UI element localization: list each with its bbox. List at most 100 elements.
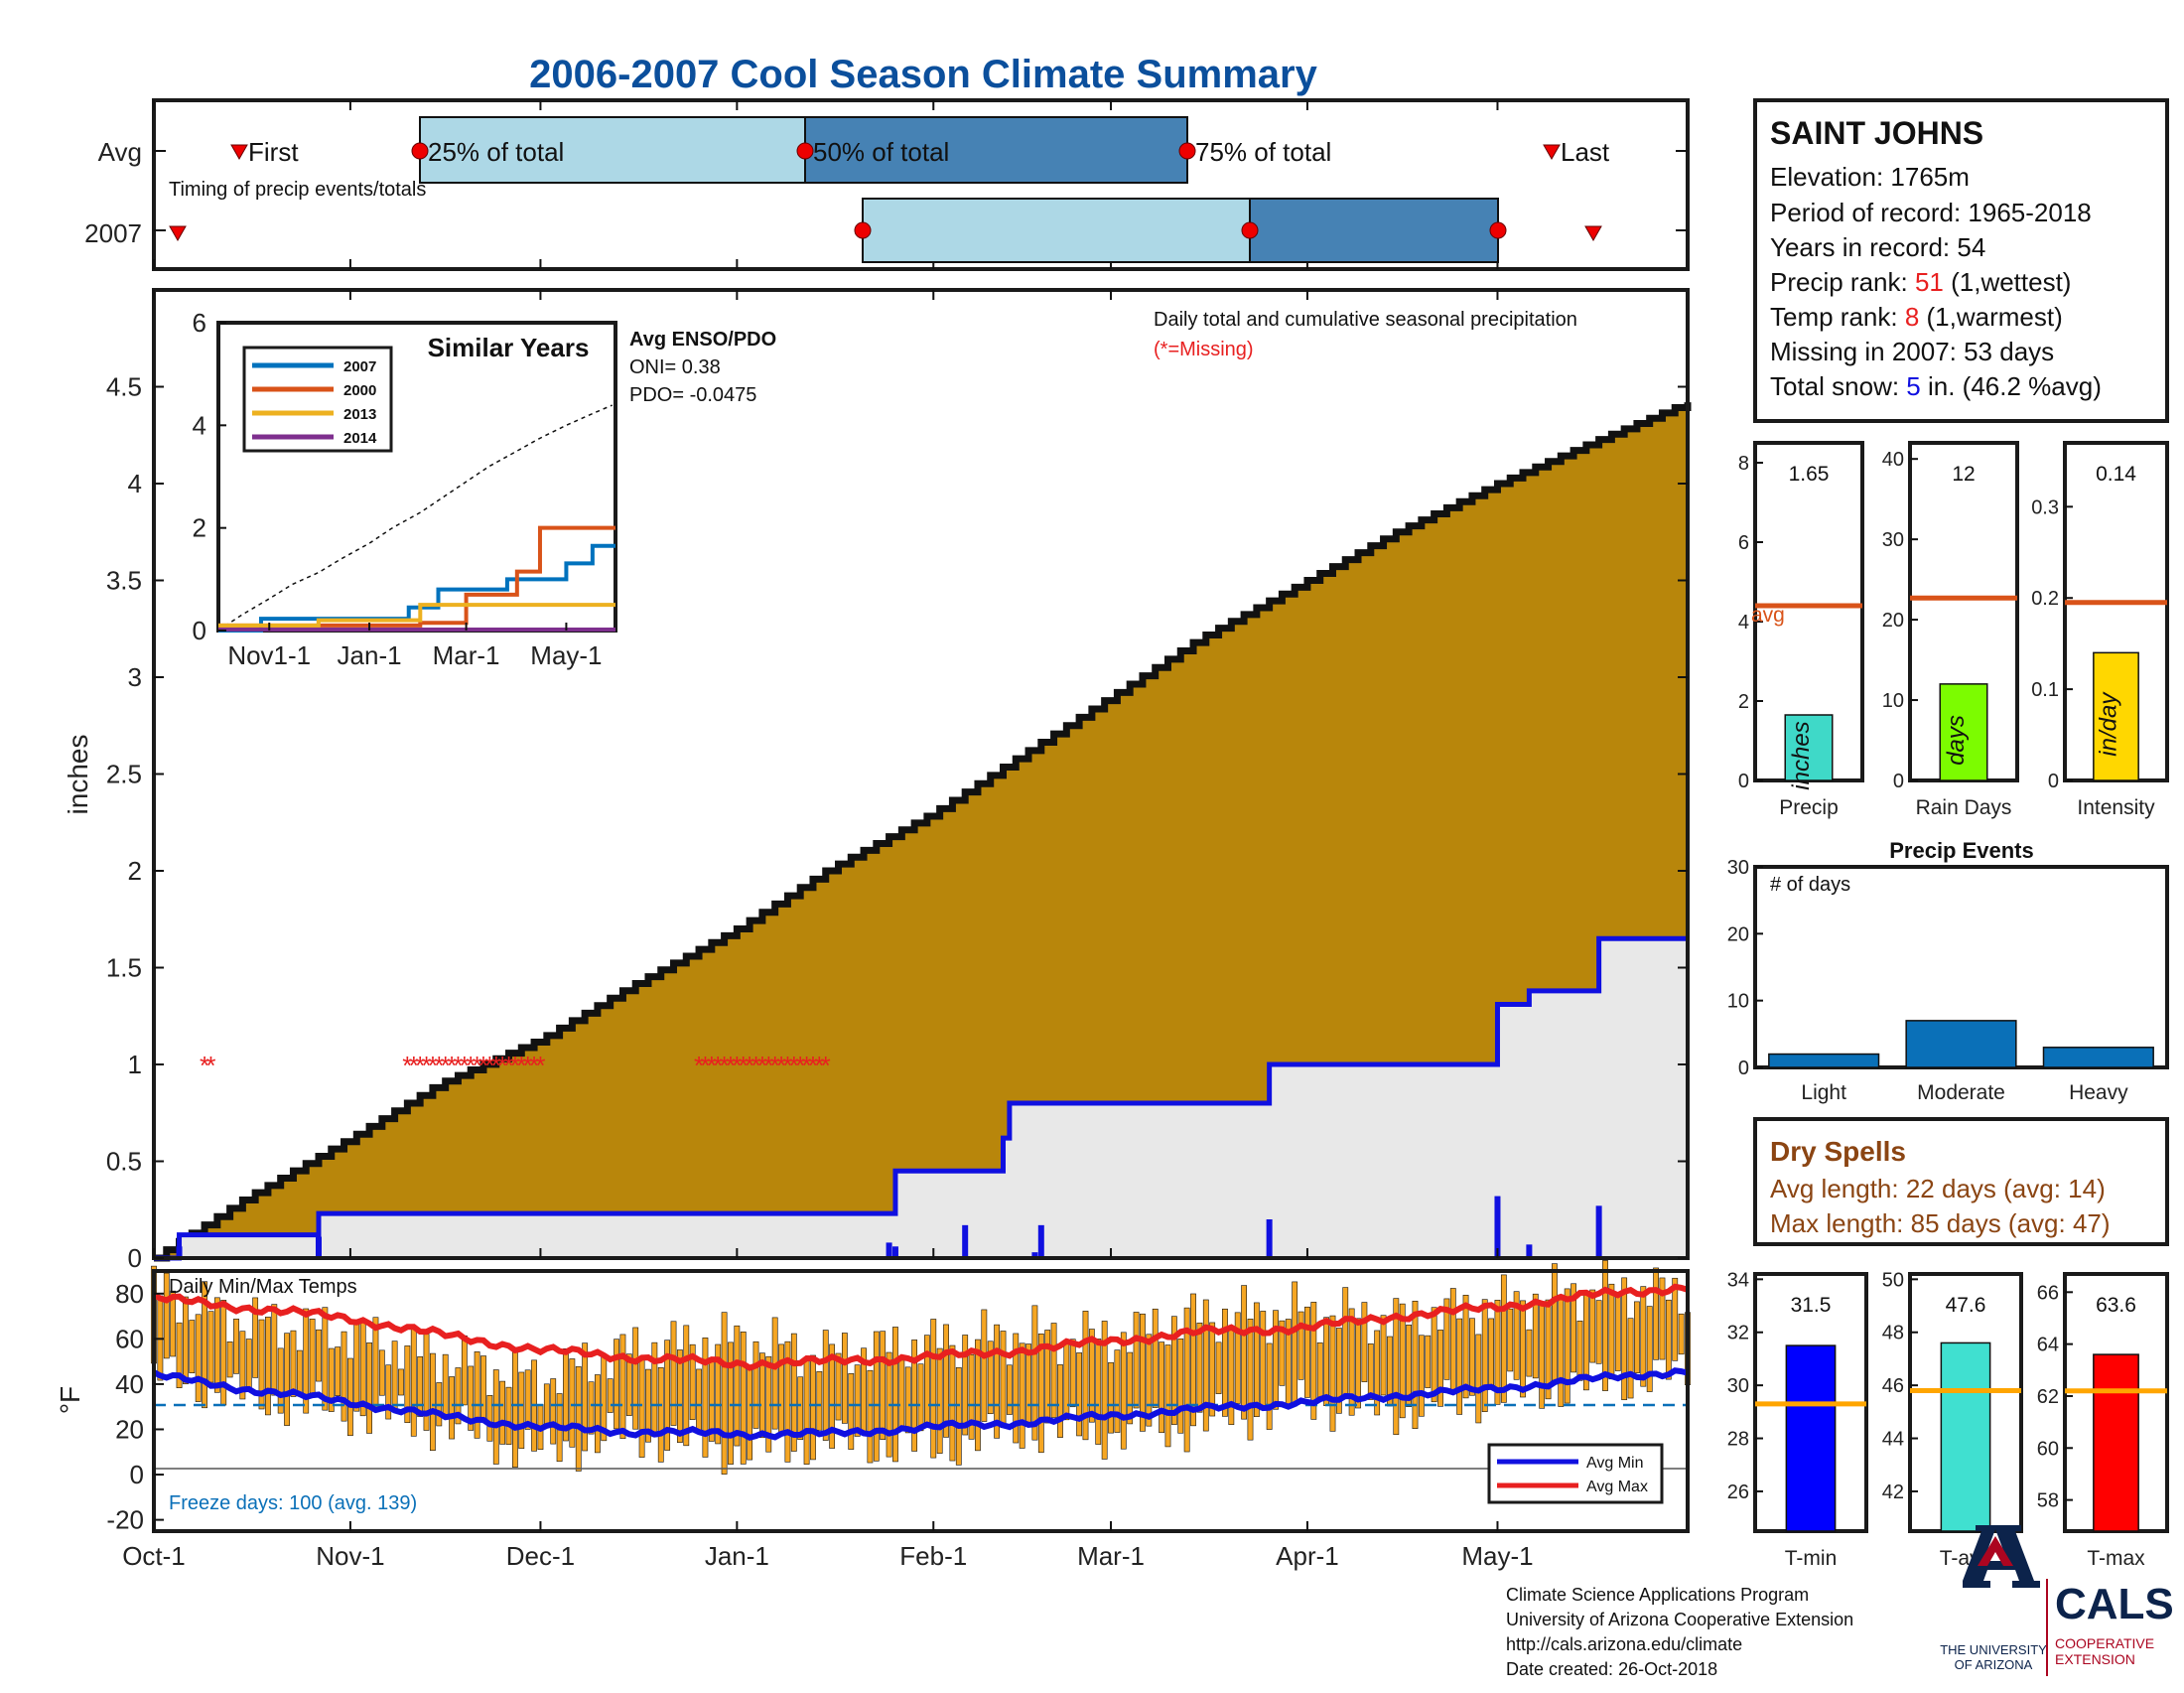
daily-temp-bar xyxy=(1196,1323,1203,1413)
daily-temp-bar xyxy=(1108,1361,1114,1434)
timing-row-2007: 2007 xyxy=(84,218,142,248)
timing-row-avg: Avg xyxy=(98,137,142,167)
daily-temp-bar xyxy=(252,1297,259,1378)
daily-temp-bar xyxy=(202,1281,207,1409)
x-tick-label: May-1 xyxy=(1461,1541,1533,1571)
daily-temp-bar xyxy=(410,1326,417,1437)
intensity-chart-value-label: 0.14 xyxy=(2096,463,2136,486)
avg-p75-label: 75% of total xyxy=(1195,137,1331,167)
missing-marker: * xyxy=(821,1051,831,1080)
daily-temp-bar xyxy=(848,1373,855,1450)
daily-precip-bar xyxy=(1595,1205,1602,1258)
y2007-first-marker xyxy=(169,225,187,242)
daily-temp-bar xyxy=(258,1319,265,1410)
daily-temp-bar xyxy=(353,1323,360,1412)
daily-temp-bar xyxy=(1500,1274,1507,1403)
daily-temp-bar xyxy=(632,1327,639,1430)
inset-legend-label: 2007 xyxy=(343,358,376,375)
daily-precip-bar xyxy=(886,1242,892,1258)
daily-temp-bar xyxy=(1558,1294,1565,1407)
tmax-chart: 58 60 62 64 66 63.6 T-max xyxy=(2037,1272,2169,1570)
daily-temp-bar xyxy=(398,1368,404,1396)
daily-temp-bar xyxy=(455,1367,462,1425)
daily-temp-bar xyxy=(949,1344,956,1462)
avg-first-marker xyxy=(230,144,248,161)
event-category-label: Light xyxy=(1801,1081,1846,1104)
raindays-chart-tick-label: 0 xyxy=(1893,771,1904,792)
daily-temp-bar xyxy=(1266,1342,1273,1430)
timing-frame xyxy=(152,98,1690,271)
missing-marker: * xyxy=(776,1051,786,1080)
tmin-chart-value-label: 31.5 xyxy=(1791,1294,1832,1317)
daily-temp-bar xyxy=(1532,1293,1539,1379)
tavg-chart-value-label: 47.6 xyxy=(1946,1294,1986,1317)
daily-temp-bar xyxy=(955,1366,962,1466)
inset-x-tick-label: Mar-1 xyxy=(433,640,500,670)
daily-temp-bar xyxy=(867,1369,874,1464)
dry-spells-box: Dry Spells Avg length: 22 days (avg: 14)… xyxy=(1753,1117,2169,1246)
daily-temp-bar xyxy=(176,1322,183,1388)
total-snow-prefix: Total snow: xyxy=(1770,371,1906,401)
daily-temp-bar xyxy=(1177,1339,1184,1434)
inset-y-tick-label: 4 xyxy=(193,410,206,440)
daily-temp-bar xyxy=(480,1355,486,1421)
daily-temp-bar xyxy=(1133,1312,1140,1409)
events-y-label: # of days xyxy=(1770,874,1850,896)
daily-temp-bar xyxy=(880,1331,887,1441)
daily-temp-bar xyxy=(1114,1349,1121,1433)
dry-spells-max: Max length: 85 days (avg: 47) xyxy=(1770,1208,2111,1238)
precip-rank-suffix: (1,wettest) xyxy=(1944,267,2072,297)
daily-temp-bar xyxy=(1101,1321,1108,1460)
tmin-chart-tick-label: 28 xyxy=(1727,1429,1749,1451)
raindays-chart-label: Rain Days xyxy=(1916,796,2012,819)
event-bar xyxy=(1768,1053,1880,1068)
precip-y-label: inches xyxy=(63,735,93,815)
daily-temp-bar xyxy=(1234,1312,1241,1404)
daily-temp-bar xyxy=(975,1339,981,1452)
tmax-chart-bar xyxy=(2093,1353,2139,1532)
daily-temp-bar xyxy=(1552,1263,1558,1385)
temp-y-label: °F xyxy=(55,1386,85,1414)
daily-temp-bar xyxy=(1475,1334,1482,1424)
daily-precip-bar xyxy=(1031,1252,1038,1258)
missing-marker: * xyxy=(402,1051,412,1080)
daily-temp-bar xyxy=(1539,1303,1546,1409)
daily-temp-bar xyxy=(277,1347,284,1414)
daily-temp-bar xyxy=(1025,1343,1031,1427)
daily-temp-bar xyxy=(271,1304,278,1396)
period-of-record: Period of record: 1965-2018 xyxy=(1770,198,2092,227)
missing-markers: ** ********************** ****************… xyxy=(200,1051,831,1080)
daily-temp-bar xyxy=(385,1364,392,1420)
missing-marker: * xyxy=(415,1051,425,1080)
missing-marker: * xyxy=(751,1051,760,1080)
avg-last-label: Last xyxy=(1561,137,1610,167)
daily-temp-bar xyxy=(1614,1292,1621,1371)
footer: Climate Science Applications Program Uni… xyxy=(1506,1525,2174,1679)
daily-temp-bar xyxy=(378,1349,385,1396)
precip-chart-header: Daily total and cumulative seasonal prec… xyxy=(1154,309,1577,331)
daily-temp-bar xyxy=(1037,1333,1044,1454)
inset-x-tick-label: May-1 xyxy=(530,640,602,670)
total-snow-value: 5 xyxy=(1906,371,1920,401)
daily-temp-bar xyxy=(911,1340,918,1452)
temp-plot-frame xyxy=(152,1269,1690,1533)
daily-temp-bar xyxy=(239,1331,246,1400)
daily-temp-bar xyxy=(518,1371,525,1450)
daily-temp-bar xyxy=(981,1309,988,1422)
intensity-chart-bar xyxy=(2093,651,2139,781)
daily-temp-bar xyxy=(1348,1308,1355,1416)
daily-temp-bar xyxy=(1159,1341,1165,1434)
raindays-chart-tick-label: 40 xyxy=(1882,449,1904,471)
daily-temp-bar xyxy=(296,1349,303,1395)
info-frame xyxy=(1753,98,2169,423)
daily-temp-bar xyxy=(936,1347,943,1454)
missing-marker: * xyxy=(535,1051,545,1080)
precip-events-chart: Precip Events Light Moderate Heavy0102030 … xyxy=(1727,838,2169,1104)
raindays-chart-tick-label: 30 xyxy=(1882,529,1904,551)
daily-temp-bar xyxy=(1273,1310,1279,1410)
daily-temp-bar xyxy=(1209,1322,1216,1417)
temp-rank-value: 8 xyxy=(1905,302,1919,332)
